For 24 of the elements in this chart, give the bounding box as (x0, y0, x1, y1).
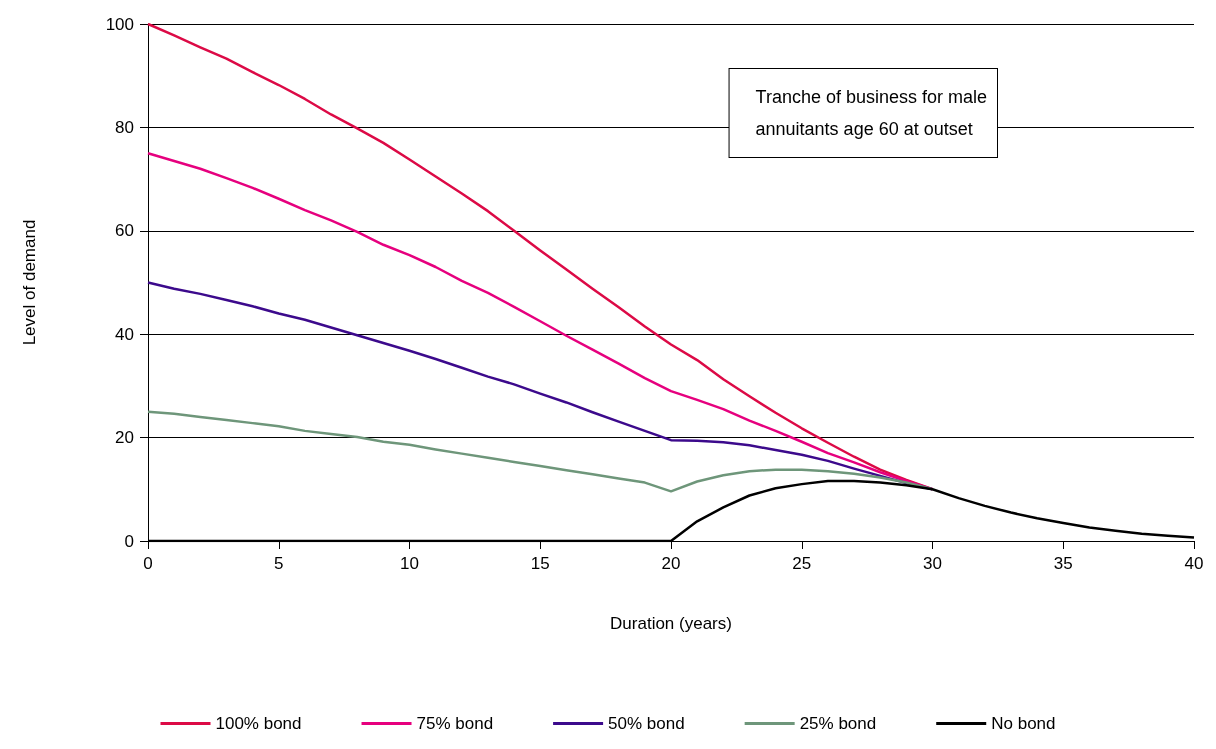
y-tick-label: 80 (115, 117, 134, 137)
y-tick-label: 100 (105, 14, 134, 34)
legend-label: 75% bond (416, 714, 494, 733)
legend-label: 25% bond (799, 714, 877, 733)
x-tick-label: 15 (530, 554, 550, 573)
line-series (146, 410, 934, 493)
x-tick-label: 40 (1184, 554, 1204, 573)
x-tick-label: 0 (143, 554, 153, 573)
legend-label: 50% bond (608, 714, 685, 733)
y-tick-label: 60 (115, 221, 134, 241)
x-tick-label: 35 (1053, 554, 1073, 573)
legend-label: No bond (991, 714, 1056, 733)
y-axis-title: Level of demand (20, 219, 39, 346)
y-tick-label: 20 (115, 428, 134, 448)
annotation: Tranche of business for male annuitants age 60 at outset (755, 87, 988, 139)
y-tick-label: 40 (115, 324, 134, 344)
x-tick-label: 30 (923, 554, 942, 573)
x-tick-label: 10 (400, 554, 419, 573)
x-axis-title: Duration (years) (610, 614, 732, 633)
x-tick-label: 5 (274, 554, 284, 573)
y-tick-label: 0 (124, 531, 134, 551)
legend-label: 100% bond (215, 714, 302, 733)
x-tick-label: 20 (661, 554, 681, 573)
x-tick-label: 25 (792, 554, 812, 573)
